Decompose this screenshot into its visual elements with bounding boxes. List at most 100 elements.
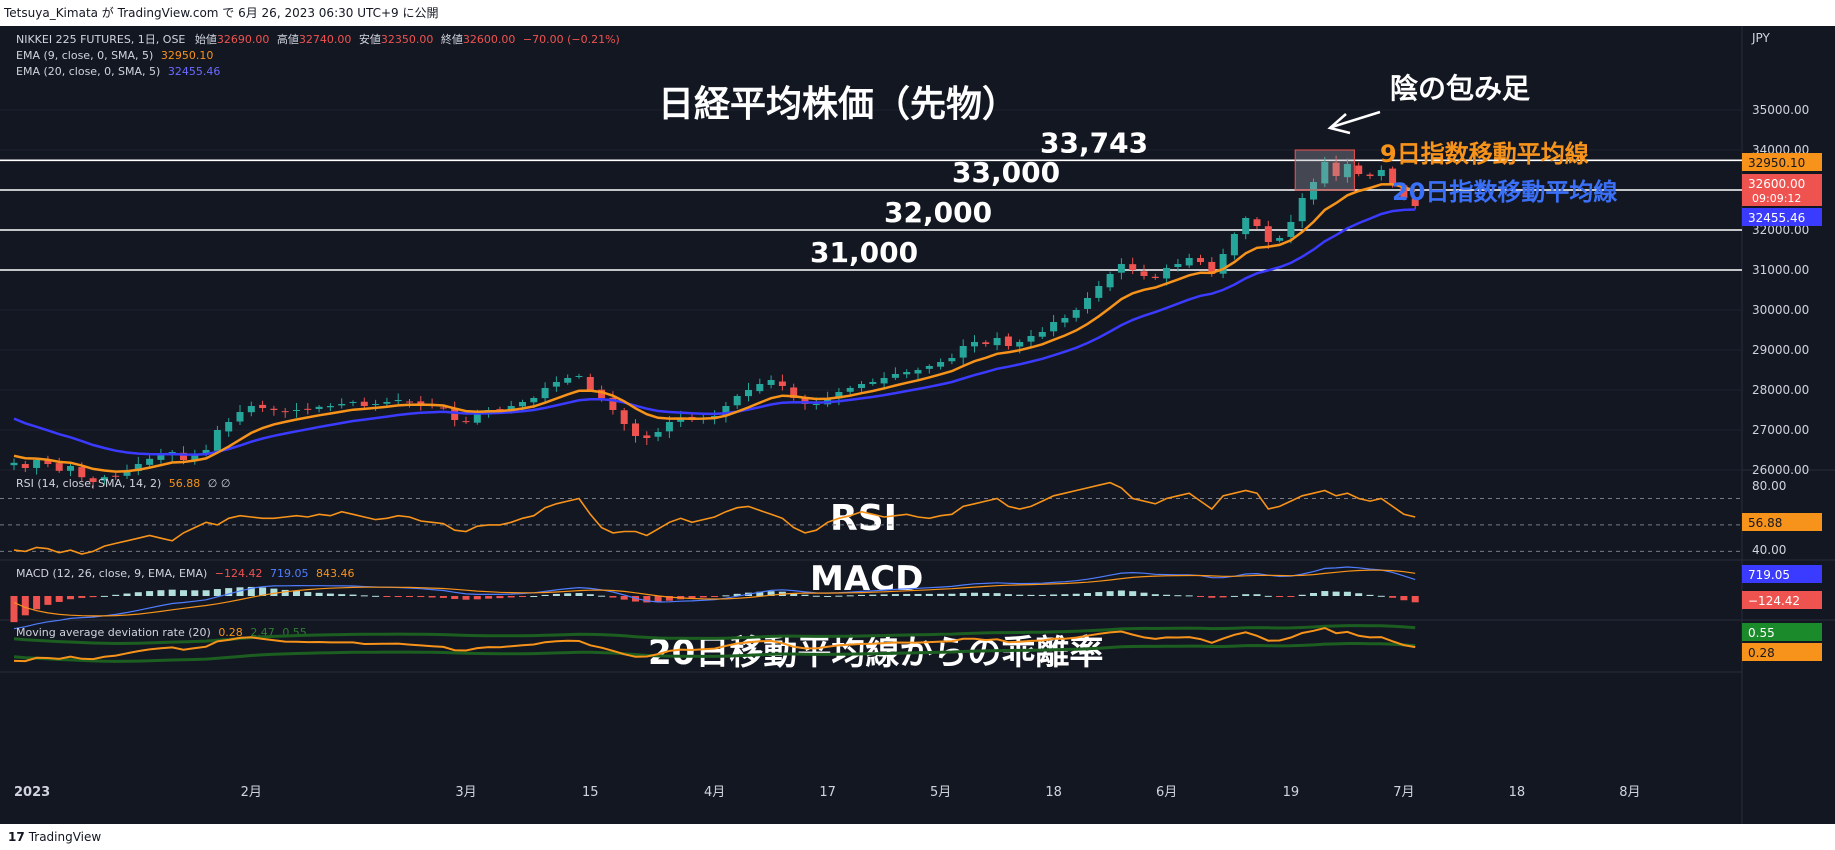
macd-hist-19 <box>225 588 233 596</box>
candle-78 <box>891 367 899 381</box>
svg-text:RSI (14, close, SMA, 14, 2): RSI (14, close, SMA, 14, 2) 56.88 ∅ ∅ <box>16 477 230 490</box>
candle-body-27 <box>315 406 323 410</box>
macd-hist-20 <box>236 587 244 596</box>
macd-hist-108 <box>1230 595 1238 597</box>
candle-body-53 <box>609 397 617 410</box>
candle-body-69 <box>790 387 798 398</box>
candle-84 <box>959 339 967 365</box>
time-axis: 2023 2月 3月 15 4月 17 5月 18 6月 19 7月 18 8月 <box>14 785 1641 800</box>
macd-hist-33 <box>383 596 391 597</box>
macd-hist-105 <box>1197 596 1204 597</box>
macd-hist-8 <box>100 595 108 597</box>
macd-hist-116 <box>1321 591 1329 596</box>
macd-hist-100 <box>1140 592 1148 596</box>
candle-body-114 <box>1298 198 1306 222</box>
rsi-legend-value: 56.88 <box>169 477 201 490</box>
candle-body-121 <box>1377 170 1385 177</box>
candle-117 <box>1332 155 1340 181</box>
ema9-line <box>13 183 1416 473</box>
macd-hist-49 <box>564 593 572 596</box>
candle-body-112 <box>1276 238 1284 241</box>
price-tick-0: 26000.00 <box>1752 463 1809 477</box>
macd-hist-83 <box>948 593 956 596</box>
macd-hist-52 <box>598 595 606 597</box>
candle-body-9 <box>112 475 120 477</box>
candle-68 <box>778 374 786 391</box>
candle-120 <box>1366 172 1374 180</box>
macd-hist-37 <box>428 596 436 598</box>
macd-hist-94 <box>1072 593 1080 596</box>
price-axis-badges: JPY 32950.10 32600.00 09:09:12 32455.46 <box>1742 31 1822 226</box>
macd-hist-31 <box>360 595 368 597</box>
candle-body-113 <box>1287 222 1295 237</box>
candle-65 <box>745 382 752 402</box>
legend-symbol: NIKKEI 225 FUTURES, 1日, OSE <box>16 33 185 46</box>
candle-75 <box>858 380 865 392</box>
candle-113 <box>1287 214 1295 244</box>
candle-body-122 <box>1389 168 1397 184</box>
candle-110 <box>1253 217 1261 230</box>
macd-hist-41 <box>473 596 481 600</box>
macd-hist-107 <box>1219 596 1227 598</box>
candle-body-49 <box>564 378 572 383</box>
svg-text:MACD (12, 26, close, 9, EMA, E: MACD (12, 26, close, 9, EMA, EMA) −124.4… <box>16 567 355 580</box>
candle-16 <box>191 449 199 465</box>
candle-body-59 <box>677 418 685 422</box>
candle-body-22 <box>259 404 267 408</box>
macd-hist-4 <box>55 596 63 602</box>
candle-body-39 <box>451 407 459 420</box>
macd-hist-30 <box>349 594 357 596</box>
macd-hist-93 <box>1061 594 1069 596</box>
candle-54 <box>620 407 628 431</box>
candle-body-85 <box>971 342 978 347</box>
candle-77 <box>880 372 888 388</box>
candle-body-55 <box>632 423 639 436</box>
candle-74 <box>846 385 854 395</box>
candle-25 <box>293 402 300 418</box>
macd-hist-75 <box>858 594 865 596</box>
candle-body-107 <box>1219 254 1227 274</box>
candlestick-series <box>10 149 1419 489</box>
candle-24 <box>281 408 289 418</box>
candle-81 <box>925 364 933 374</box>
dev-line <box>13 626 1416 663</box>
candle-111 <box>1264 220 1272 249</box>
macd-hist-29 <box>338 594 346 596</box>
macd-hist-32 <box>372 595 380 597</box>
candle-body-116 <box>1321 162 1329 184</box>
candle-body-52 <box>598 389 606 398</box>
macd-legend-signal: 843.46 <box>316 567 355 580</box>
candle-31 <box>360 397 368 409</box>
macd-hist-58 <box>665 596 673 601</box>
ema9-badge-value: 32950.10 <box>1748 156 1805 170</box>
ema20-badge <box>1742 208 1822 226</box>
legend-ema20-value: 32455.46 <box>168 65 221 78</box>
rsi-badge-value: 56.88 <box>1748 516 1782 530</box>
macd-hist-44 <box>507 596 515 598</box>
candle-body-15 <box>180 452 187 460</box>
candle-79 <box>903 369 911 379</box>
candle-body-6 <box>78 467 86 478</box>
macd-hist-12 <box>146 591 154 596</box>
candle-21 <box>247 401 255 417</box>
candle-body-29 <box>338 404 346 406</box>
candle-body-84 <box>959 346 967 358</box>
candle-body-46 <box>530 398 538 403</box>
macd-hist-97 <box>1106 591 1114 596</box>
ema9-badge <box>1742 153 1822 171</box>
candle-116 <box>1321 156 1329 188</box>
macd-legend-label: MACD (12, 26, close, 9, EMA, EMA) <box>16 567 207 580</box>
rsi-legend-extra: ∅ ∅ <box>208 477 231 490</box>
candle-body-74 <box>846 388 854 392</box>
time-label-6: 5月 <box>930 785 951 800</box>
macd-hist-117 <box>1332 591 1340 596</box>
candle-57 <box>654 428 662 442</box>
macd-hist-24 <box>281 589 289 596</box>
candle-56 <box>643 431 651 446</box>
dev-legend-value: 0.28 <box>218 626 243 639</box>
macd-hist-35 <box>406 596 413 597</box>
macd-hist-81 <box>925 593 933 596</box>
legend-low: 32350.00 <box>381 33 434 46</box>
candle-body-3 <box>44 459 52 464</box>
